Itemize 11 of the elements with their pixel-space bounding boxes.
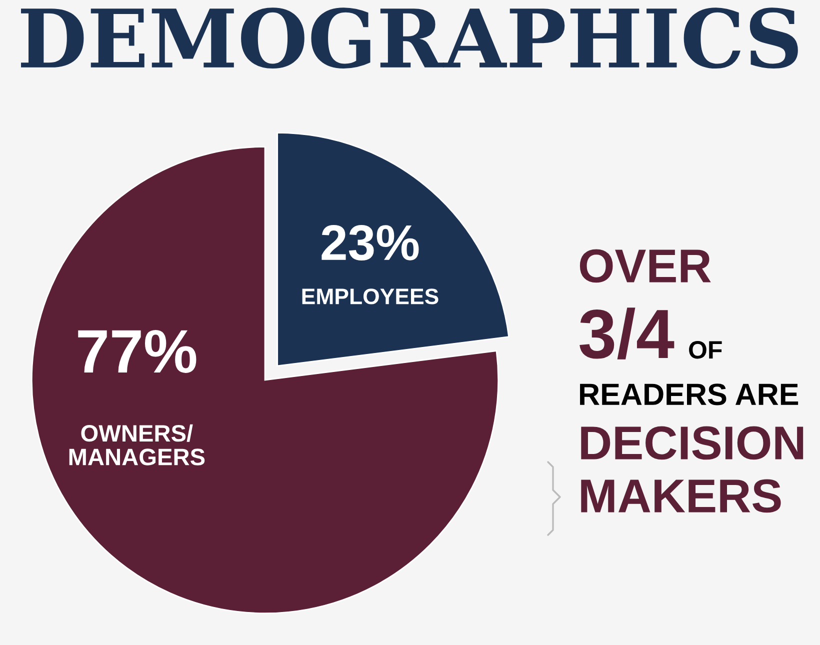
data-label: 23%	[322, 225, 419, 260]
text: MAKERS	[581, 479, 781, 513]
slice-label: OWNERS/ MANAGERS	[69, 424, 205, 466]
text: READERS ARE	[580, 384, 798, 406]
slice-label: EMPLOYEES	[302, 288, 438, 304]
chart-title: DEMOGRAPHICS	[21, 8, 798, 69]
data-label: 77%	[78, 330, 196, 373]
text: 3/4	[580, 308, 674, 360]
text: OVER	[580, 249, 711, 283]
text: DECISION	[581, 426, 804, 460]
text: OF	[689, 341, 722, 359]
